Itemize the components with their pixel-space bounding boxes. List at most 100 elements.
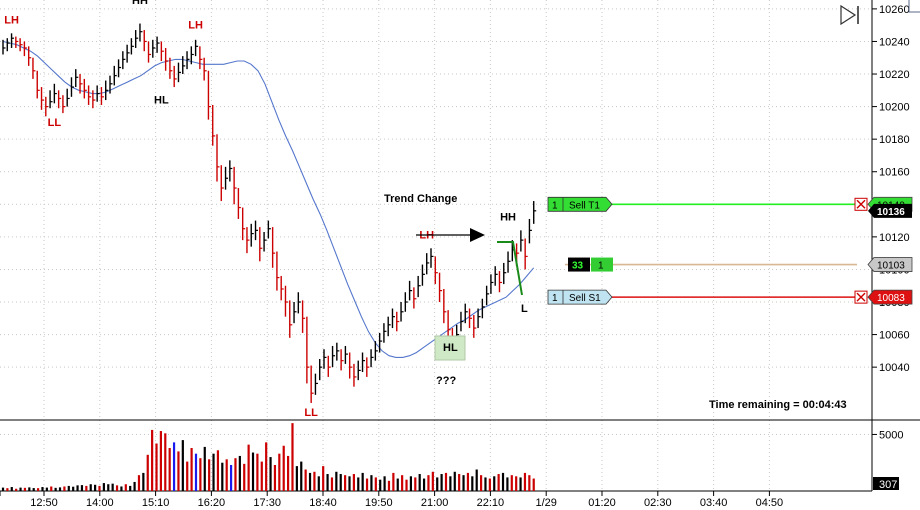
stop-order-tag: 1 Sell S1: [547, 289, 613, 305]
swing-label: HL: [154, 94, 169, 106]
price-bar: [520, 230, 524, 252]
stop-cancel-icon[interactable]: [854, 290, 868, 304]
price-bar: [147, 41, 152, 63]
price-bar: [327, 355, 331, 377]
price-bar: [460, 311, 464, 332]
price-bar: [473, 315, 477, 338]
price-bar: [126, 44, 130, 63]
price-bar: [203, 57, 207, 81]
volume-last-tag: [873, 477, 899, 490]
target-cancel-icon[interactable]: [854, 197, 868, 211]
price-bar: [413, 287, 417, 309]
swing-label: LL: [304, 407, 318, 419]
corner-icon[interactable]: [908, 0, 920, 13]
price-bar: [301, 300, 306, 333]
last-price-tag-shape: [868, 203, 912, 218]
price-tick-label: 10120: [879, 232, 910, 244]
price-bar: [417, 275, 421, 298]
price-bar: [293, 302, 297, 324]
price-bar: [2, 39, 6, 55]
price-bar: [477, 308, 481, 329]
swing-label: LH: [188, 19, 203, 31]
price-tick-label: 10200: [879, 102, 910, 114]
price-bar: [117, 59, 122, 78]
stop-qty-label: 1: [552, 293, 558, 304]
price-bar: [109, 75, 113, 94]
volume-axis: 5000 307: [872, 429, 903, 491]
hl-box-label: HL: [443, 342, 458, 354]
volume-tick-label: 5000: [879, 429, 903, 441]
price-bar: [194, 39, 199, 57]
time-tick-label: 21:00: [421, 497, 449, 509]
moving-average-layer: [2, 40, 535, 358]
price-bar: [348, 352, 353, 379]
price-bar: [391, 308, 395, 329]
target-qty-label: 1: [552, 200, 558, 211]
price-bar: [164, 47, 169, 71]
price-bar: [152, 39, 156, 58]
target-order-label: Sell T1: [569, 200, 600, 211]
price-tick-label: 10180: [879, 134, 910, 146]
price-bar: [340, 349, 344, 371]
price-tick-label: 10040: [879, 362, 910, 374]
price-bar: [40, 87, 45, 110]
target-tag-shape: [547, 196, 613, 212]
price-bar: [370, 349, 374, 368]
price-bar: [306, 316, 310, 384]
price-bar: [186, 51, 190, 70]
projection-line: [497, 241, 523, 296]
price-bar: [331, 345, 336, 368]
price-bar: [336, 342, 340, 361]
last-price-tag: 10136: [868, 203, 912, 218]
price-bar: [113, 65, 117, 86]
swing-label: LL: [48, 117, 62, 129]
price-grid: [0, 0, 872, 491]
price-bar: [6, 38, 10, 52]
time-tick-label: 12:50: [30, 497, 58, 509]
time-tick-label: 17:30: [253, 497, 281, 509]
time-axis: 12:50 14:00 15:10 16:20 17:30 18:40 19:50 21:00…: [0, 491, 783, 509]
position-price-tag-label: 10103: [877, 261, 905, 272]
price-bar: [400, 302, 404, 322]
price-bar: [139, 23, 143, 42]
time-tick-label: 22:10: [477, 497, 505, 509]
price-bar: [254, 220, 259, 241]
time-tick-label: 15:10: [142, 497, 170, 509]
time-tick-label: 03:40: [700, 497, 728, 509]
price-bar: [75, 69, 79, 88]
price-tick-label: 10260: [879, 4, 910, 16]
scroll-to-end-icon[interactable]: [840, 4, 859, 26]
price-bar: [464, 303, 468, 324]
time-tick-label: 19:50: [365, 497, 393, 509]
target-order-tag: 1 Sell T1: [547, 196, 613, 212]
trend-change-arrowhead: [470, 228, 485, 242]
price-bar: [374, 341, 378, 361]
price-bar: [92, 90, 96, 109]
price-tick-label: 10160: [879, 167, 910, 179]
position-qty2-label: 1: [598, 261, 604, 272]
price-bar: [408, 280, 413, 301]
price-bar: [438, 272, 443, 303]
price-bar: [224, 166, 229, 190]
projection-l-label: L: [521, 303, 528, 315]
price-bar: [100, 87, 104, 105]
price-bar: [323, 349, 327, 369]
price-bar: [62, 95, 66, 114]
price-bar: [36, 70, 40, 99]
volume-bars-layer: [1, 423, 535, 491]
price-bar: [259, 227, 263, 262]
last-price-tag-label: 10136: [877, 207, 905, 218]
price-bar: [481, 298, 485, 319]
price-bar: [169, 57, 173, 79]
price-bar: [27, 46, 32, 66]
price-bar: [49, 90, 53, 109]
price-bar: [271, 227, 276, 268]
price-bar: [276, 251, 280, 291]
price-bar: [182, 56, 186, 75]
price-bar: [199, 46, 203, 70]
price-bar: [173, 65, 177, 88]
price-bar: [421, 264, 425, 286]
price-bar: [314, 373, 318, 395]
price-axis: 1004010060100801010010120101401016010180…: [872, 4, 910, 374]
